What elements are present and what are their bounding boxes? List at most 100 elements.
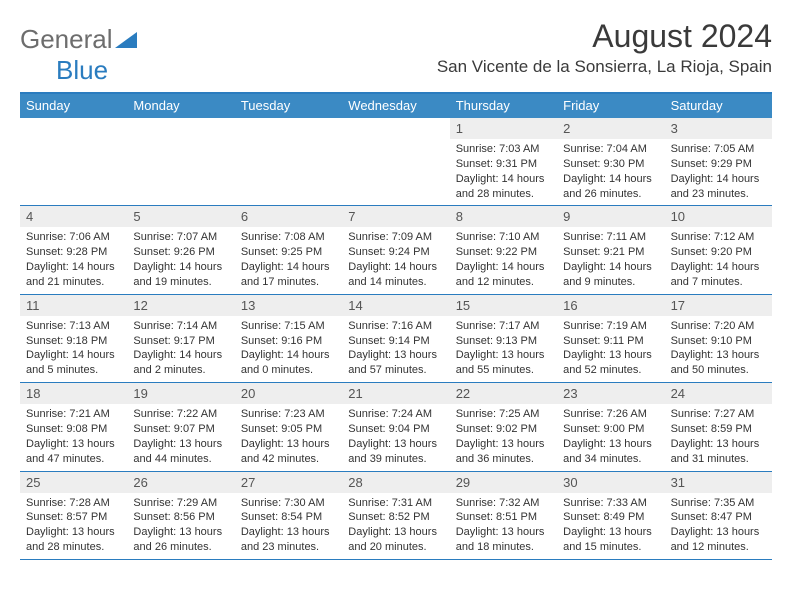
day-number: 10 [665,206,772,227]
day-info: Sunrise: 7:04 AMSunset: 9:30 PMDaylight:… [557,139,664,205]
day-number: 25 [20,472,127,493]
week-row: 18Sunrise: 7:21 AMSunset: 9:08 PMDayligh… [20,383,772,471]
day-info: Sunrise: 7:27 AMSunset: 8:59 PMDaylight:… [665,404,772,470]
empty-day-cell [20,118,127,205]
day-cell: 6Sunrise: 7:08 AMSunset: 9:25 PMDaylight… [235,206,342,293]
day-cell: 3Sunrise: 7:05 AMSunset: 9:29 PMDaylight… [665,118,772,205]
day-number: 14 [342,295,449,316]
day-cell: 15Sunrise: 7:17 AMSunset: 9:13 PMDayligh… [450,295,557,382]
weekday-header: Saturday [665,94,772,118]
logo-text-blue: Blue [56,55,108,85]
day-number: 23 [557,383,664,404]
day-info: Sunrise: 7:16 AMSunset: 9:14 PMDaylight:… [342,316,449,382]
day-info: Sunrise: 7:14 AMSunset: 9:17 PMDaylight:… [127,316,234,382]
title-block: August 2024 San Vicente de la Sonsierra,… [437,18,772,77]
week-row: 25Sunrise: 7:28 AMSunset: 8:57 PMDayligh… [20,472,772,560]
day-cell: 18Sunrise: 7:21 AMSunset: 9:08 PMDayligh… [20,383,127,470]
header: General Blue August 2024 San Vicente de … [20,18,772,86]
weekday-header: Friday [557,94,664,118]
day-number: 7 [342,206,449,227]
day-number: 5 [127,206,234,227]
day-info: Sunrise: 7:33 AMSunset: 8:49 PMDaylight:… [557,493,664,559]
day-cell: 4Sunrise: 7:06 AMSunset: 9:28 PMDaylight… [20,206,127,293]
day-info: Sunrise: 7:13 AMSunset: 9:18 PMDaylight:… [20,316,127,382]
day-info: Sunrise: 7:23 AMSunset: 9:05 PMDaylight:… [235,404,342,470]
day-cell: 12Sunrise: 7:14 AMSunset: 9:17 PMDayligh… [127,295,234,382]
day-number: 22 [450,383,557,404]
day-number: 21 [342,383,449,404]
empty-day-strip [342,118,449,139]
day-cell: 20Sunrise: 7:23 AMSunset: 9:05 PMDayligh… [235,383,342,470]
day-number: 18 [20,383,127,404]
empty-day-cell [127,118,234,205]
day-info: Sunrise: 7:11 AMSunset: 9:21 PMDaylight:… [557,227,664,293]
day-info: Sunrise: 7:12 AMSunset: 9:20 PMDaylight:… [665,227,772,293]
day-info: Sunrise: 7:17 AMSunset: 9:13 PMDaylight:… [450,316,557,382]
day-number: 2 [557,118,664,139]
day-info: Sunrise: 7:05 AMSunset: 9:29 PMDaylight:… [665,139,772,205]
day-number: 20 [235,383,342,404]
day-info: Sunrise: 7:30 AMSunset: 8:54 PMDaylight:… [235,493,342,559]
day-info: Sunrise: 7:22 AMSunset: 9:07 PMDaylight:… [127,404,234,470]
weekday-header: Wednesday [342,94,449,118]
week-row: 1Sunrise: 7:03 AMSunset: 9:31 PMDaylight… [20,118,772,206]
day-cell: 14Sunrise: 7:16 AMSunset: 9:14 PMDayligh… [342,295,449,382]
day-info: Sunrise: 7:08 AMSunset: 9:25 PMDaylight:… [235,227,342,293]
day-cell: 2Sunrise: 7:04 AMSunset: 9:30 PMDaylight… [557,118,664,205]
day-number: 12 [127,295,234,316]
day-number: 17 [665,295,772,316]
weekday-header: Tuesday [235,94,342,118]
day-cell: 26Sunrise: 7:29 AMSunset: 8:56 PMDayligh… [127,472,234,559]
day-cell: 29Sunrise: 7:32 AMSunset: 8:51 PMDayligh… [450,472,557,559]
page-subtitle: San Vicente de la Sonsierra, La Rioja, S… [437,57,772,77]
day-number: 8 [450,206,557,227]
day-number: 4 [20,206,127,227]
day-info: Sunrise: 7:25 AMSunset: 9:02 PMDaylight:… [450,404,557,470]
day-info: Sunrise: 7:07 AMSunset: 9:26 PMDaylight:… [127,227,234,293]
day-number: 27 [235,472,342,493]
day-info: Sunrise: 7:26 AMSunset: 9:00 PMDaylight:… [557,404,664,470]
day-number: 29 [450,472,557,493]
day-cell: 28Sunrise: 7:31 AMSunset: 8:52 PMDayligh… [342,472,449,559]
day-number: 11 [20,295,127,316]
logo-text: General Blue [20,24,138,86]
day-cell: 23Sunrise: 7:26 AMSunset: 9:00 PMDayligh… [557,383,664,470]
day-cell: 1Sunrise: 7:03 AMSunset: 9:31 PMDaylight… [450,118,557,205]
day-cell: 31Sunrise: 7:35 AMSunset: 8:47 PMDayligh… [665,472,772,559]
day-cell: 5Sunrise: 7:07 AMSunset: 9:26 PMDaylight… [127,206,234,293]
weekday-header: Monday [127,94,234,118]
day-number: 26 [127,472,234,493]
day-info: Sunrise: 7:03 AMSunset: 9:31 PMDaylight:… [450,139,557,205]
day-number: 31 [665,472,772,493]
day-info: Sunrise: 7:10 AMSunset: 9:22 PMDaylight:… [450,227,557,293]
week-row: 11Sunrise: 7:13 AMSunset: 9:18 PMDayligh… [20,295,772,383]
day-cell: 21Sunrise: 7:24 AMSunset: 9:04 PMDayligh… [342,383,449,470]
day-cell: 24Sunrise: 7:27 AMSunset: 8:59 PMDayligh… [665,383,772,470]
day-number: 30 [557,472,664,493]
logo: General Blue [20,18,138,86]
day-info: Sunrise: 7:28 AMSunset: 8:57 PMDaylight:… [20,493,127,559]
day-number: 6 [235,206,342,227]
empty-day-strip [127,118,234,139]
day-number: 3 [665,118,772,139]
day-cell: 30Sunrise: 7:33 AMSunset: 8:49 PMDayligh… [557,472,664,559]
day-cell: 22Sunrise: 7:25 AMSunset: 9:02 PMDayligh… [450,383,557,470]
day-number: 15 [450,295,557,316]
day-cell: 11Sunrise: 7:13 AMSunset: 9:18 PMDayligh… [20,295,127,382]
day-info: Sunrise: 7:31 AMSunset: 8:52 PMDaylight:… [342,493,449,559]
logo-text-general: General [20,24,113,54]
day-number: 13 [235,295,342,316]
weekday-header: Sunday [20,94,127,118]
page-title: August 2024 [437,18,772,55]
day-number: 1 [450,118,557,139]
day-number: 9 [557,206,664,227]
empty-day-cell [235,118,342,205]
calendar: SundayMondayTuesdayWednesdayThursdayFrid… [20,92,772,560]
day-cell: 10Sunrise: 7:12 AMSunset: 9:20 PMDayligh… [665,206,772,293]
day-info: Sunrise: 7:21 AMSunset: 9:08 PMDaylight:… [20,404,127,470]
day-cell: 7Sunrise: 7:09 AMSunset: 9:24 PMDaylight… [342,206,449,293]
logo-triangle-icon [115,30,137,48]
empty-day-strip [235,118,342,139]
weekday-header-row: SundayMondayTuesdayWednesdayThursdayFrid… [20,94,772,118]
day-info: Sunrise: 7:29 AMSunset: 8:56 PMDaylight:… [127,493,234,559]
